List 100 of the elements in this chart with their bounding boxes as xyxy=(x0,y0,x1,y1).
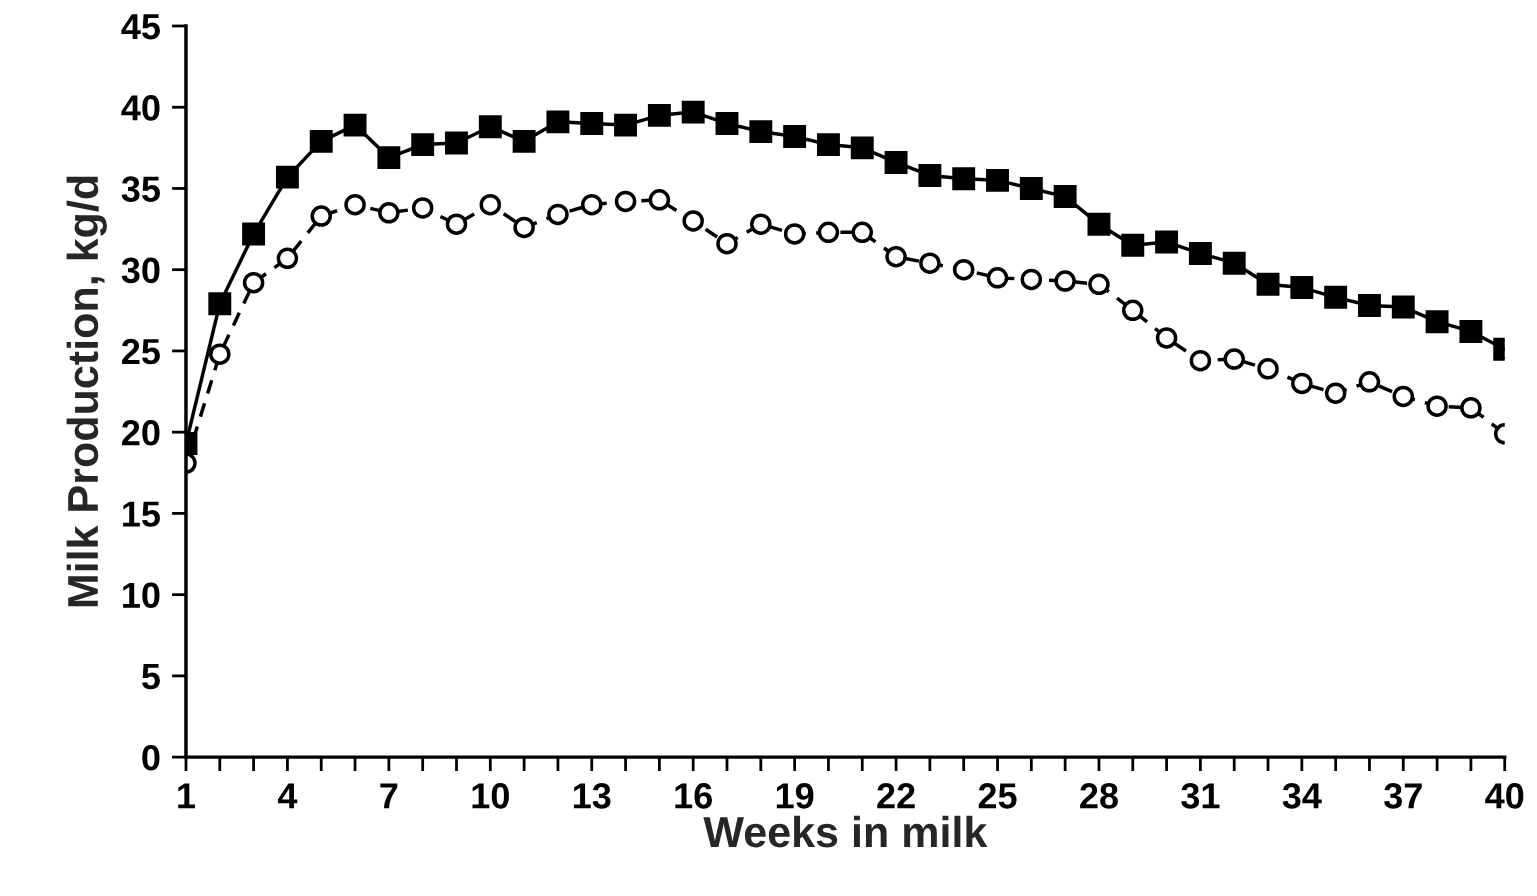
point xyxy=(1155,230,1179,254)
point xyxy=(275,165,299,189)
point xyxy=(682,210,704,232)
point xyxy=(344,193,366,216)
point xyxy=(885,245,907,268)
point xyxy=(1392,385,1415,408)
x-tick-label: 34 xyxy=(1282,783,1322,809)
y-tick-label: 35 xyxy=(121,176,160,202)
x-tick-label: 4 xyxy=(277,783,298,809)
point xyxy=(817,221,840,244)
point xyxy=(919,252,941,274)
point xyxy=(851,221,874,244)
point xyxy=(1087,212,1111,236)
point xyxy=(513,216,535,239)
x-tick-label: 28 xyxy=(1080,783,1118,809)
point xyxy=(1088,273,1110,296)
y-tick-label: 5 xyxy=(142,664,160,690)
x-tick-label: 25 xyxy=(978,783,1017,809)
point xyxy=(1223,348,1245,370)
point xyxy=(276,247,299,270)
point xyxy=(1189,349,1212,372)
point xyxy=(1257,358,1279,380)
y-tick-label: 0 xyxy=(142,744,160,771)
point xyxy=(580,112,604,135)
point xyxy=(1188,241,1212,265)
point xyxy=(1121,233,1145,257)
point xyxy=(1019,177,1043,200)
y-tick-label: 30 xyxy=(121,257,160,284)
x-tick-label: 13 xyxy=(573,783,611,809)
point xyxy=(986,267,1009,289)
point xyxy=(1020,268,1043,291)
point xyxy=(445,131,468,155)
point xyxy=(1054,270,1076,292)
point xyxy=(242,271,265,294)
y-tick-label: 15 xyxy=(123,501,160,527)
x-tick-label: 31 xyxy=(1181,783,1220,809)
x-tick-label: 10 xyxy=(472,783,509,809)
x-tick-label: 40 xyxy=(1485,783,1524,809)
x-axis-title: Weeks in milk xyxy=(703,815,988,848)
y-axis-title: Milk Production, kg/d xyxy=(66,176,107,607)
point xyxy=(478,115,502,139)
point xyxy=(783,223,806,245)
point xyxy=(614,190,637,213)
x-tick-label: 16 xyxy=(675,783,712,809)
point xyxy=(681,100,705,124)
x-tick-label: 1 xyxy=(178,783,196,809)
point xyxy=(1426,395,1448,417)
point xyxy=(918,164,942,187)
y-tick-label: 10 xyxy=(123,582,160,609)
point xyxy=(1324,285,1348,309)
point xyxy=(209,343,231,365)
point xyxy=(343,113,367,137)
y-tick-label: 25 xyxy=(122,338,160,365)
point xyxy=(1425,310,1449,334)
y-tick-label: 20 xyxy=(122,420,160,446)
point xyxy=(309,129,333,153)
x-tick-label: 37 xyxy=(1384,783,1422,809)
point xyxy=(716,232,738,255)
point xyxy=(750,213,772,235)
point xyxy=(1459,319,1483,343)
point xyxy=(1460,397,1482,419)
y-tick-label: 45 xyxy=(121,14,160,40)
point xyxy=(816,133,840,157)
point xyxy=(1155,327,1178,349)
point xyxy=(1290,276,1314,300)
point xyxy=(546,110,570,134)
point xyxy=(647,103,671,127)
point xyxy=(310,205,332,227)
point xyxy=(1222,251,1246,275)
point xyxy=(952,258,975,281)
point xyxy=(411,133,435,157)
point xyxy=(1391,295,1415,319)
point xyxy=(783,125,807,148)
point xyxy=(378,202,400,224)
point xyxy=(749,120,773,144)
y-tick-label: 40 xyxy=(121,95,160,121)
point xyxy=(1256,272,1280,296)
point xyxy=(952,167,976,191)
point xyxy=(850,136,874,160)
point xyxy=(580,193,603,216)
point xyxy=(1053,185,1077,209)
point xyxy=(986,168,1009,192)
x-tick-label: 22 xyxy=(877,783,915,809)
point xyxy=(547,203,569,226)
point xyxy=(1291,372,1313,395)
point xyxy=(512,129,536,153)
point xyxy=(377,146,401,170)
point xyxy=(411,197,434,219)
point xyxy=(1358,371,1381,393)
point xyxy=(1358,293,1381,317)
point xyxy=(208,292,232,316)
x-tick-label: 19 xyxy=(776,783,814,809)
point xyxy=(1122,299,1144,322)
point xyxy=(648,189,671,211)
point xyxy=(715,112,739,135)
point xyxy=(614,113,638,137)
point xyxy=(1324,382,1347,404)
x-tick-label: 7 xyxy=(380,783,398,809)
point xyxy=(479,193,502,216)
point xyxy=(445,213,468,235)
